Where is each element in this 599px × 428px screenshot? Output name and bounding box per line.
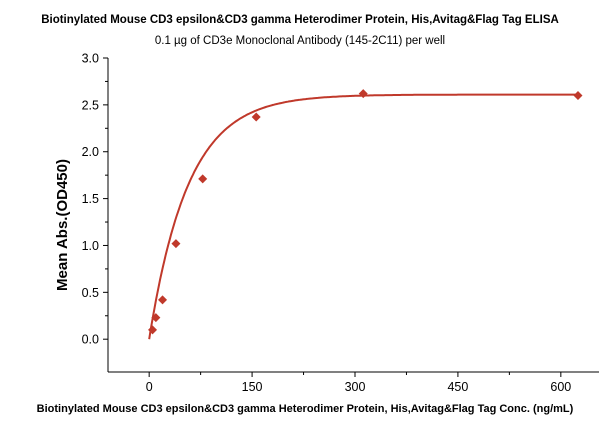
data-point [358,89,368,99]
data-points [148,89,583,335]
y-axis-label: Mean Abs.(OD450) [54,159,71,291]
chart-subtitle: 0.1 µg of CD3e Monoclonal Antibody (145-… [155,35,445,47]
y-tick-label: 0.5 [82,286,99,300]
y-tick-label: 2.0 [82,145,99,159]
data-point [148,325,158,335]
x-tick-label: 600 [550,380,571,394]
x-tick-label: 300 [345,380,366,394]
y-tick-label: 2.5 [82,98,99,112]
y-tick-label: 3.0 [82,52,99,66]
y-tick-label: 1.0 [82,239,99,253]
x-tick-label: 150 [242,380,263,394]
y-tick-label: 0.0 [82,333,99,347]
y-tick-label: 1.5 [82,192,99,206]
fit-curve [148,93,578,340]
chart-title: Biotinylated Mouse CD3 epsilon&CD3 gamma… [41,14,559,26]
x-tick-label: 450 [447,380,468,394]
x-tick-label: 0 [146,380,153,394]
data-point [171,239,181,249]
x-axis-label: Biotinylated Mouse CD3 epsilon&CD3 gamma… [37,403,574,415]
data-point [158,295,168,305]
data-point [198,174,208,184]
y-ticks: 0.0 0.5 1.0 1.5 2.0 2.5 3.0 [82,52,108,347]
data-point [573,90,583,100]
data-point [251,112,261,122]
data-point [151,313,161,323]
x-ticks: 0 150 300 450 600 [146,372,571,394]
